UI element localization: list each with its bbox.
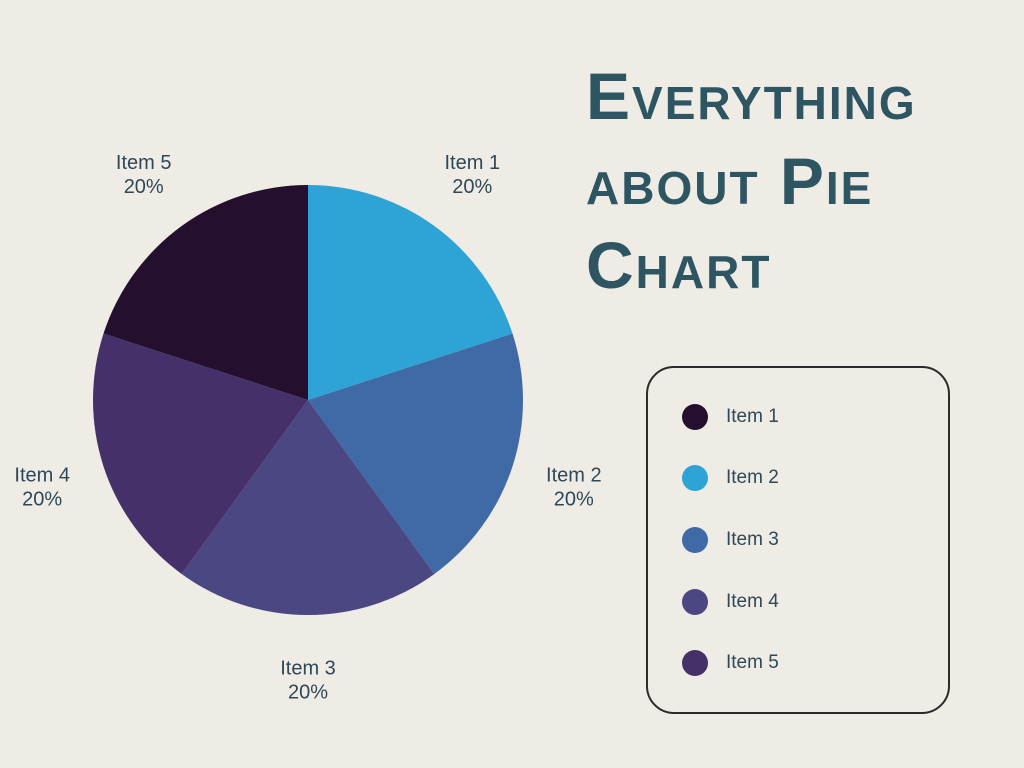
legend-item-label: Item 1 bbox=[726, 406, 779, 428]
legend-swatch-icon bbox=[682, 465, 708, 491]
legend-swatch-icon bbox=[682, 589, 708, 615]
legend-item-5: Item 5 bbox=[682, 650, 948, 676]
legend-box: Item 1 Item 2 Item 3 Item 4 Item 5 bbox=[646, 366, 950, 714]
legend-item-1: Item 1 bbox=[682, 404, 948, 430]
legend-item-label: Item 2 bbox=[726, 467, 779, 489]
legend-item-label: Item 3 bbox=[726, 529, 779, 551]
legend-swatch-icon bbox=[682, 404, 708, 430]
legend-item-4: Item 4 bbox=[682, 589, 948, 615]
legend-item-label: Item 5 bbox=[726, 652, 779, 674]
legend-item-3: Item 3 bbox=[682, 527, 948, 553]
legend-items: Item 1 Item 2 Item 3 Item 4 Item 5 bbox=[648, 368, 948, 712]
legend-item-label: Item 4 bbox=[726, 591, 779, 613]
pie-slice-label-3: Item 320% bbox=[280, 658, 336, 704]
legend-item-2: Item 2 bbox=[682, 465, 948, 491]
pie-slice-label-2: Item 220% bbox=[546, 465, 602, 511]
legend-swatch-icon bbox=[682, 527, 708, 553]
page-root: Everything about Pie Chart Item 120%Item… bbox=[0, 0, 1024, 768]
pie-slice-label-5: Item 520% bbox=[116, 152, 172, 198]
legend-swatch-icon bbox=[682, 650, 708, 676]
pie-slice-label-1: Item 120% bbox=[444, 152, 500, 198]
pie-slice-label-4: Item 420% bbox=[14, 465, 70, 511]
